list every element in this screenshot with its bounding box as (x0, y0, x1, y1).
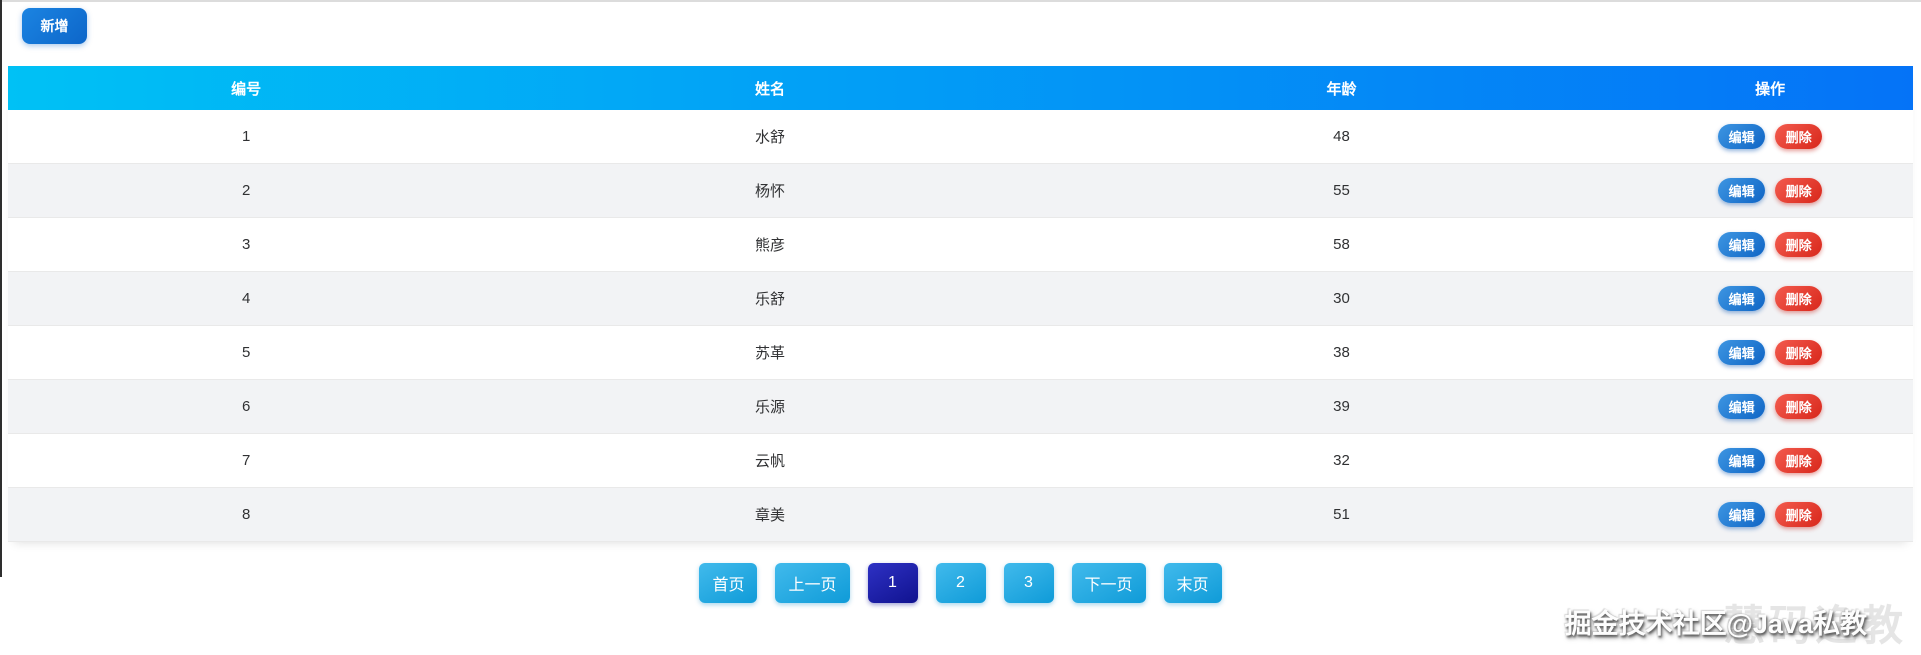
cell-name: 水舒 (754, 129, 785, 146)
table-header-row: 编号 姓名 年龄 操作 (8, 66, 1913, 110)
watermark-main-text: 掘金技术社区@Java私教 (1564, 609, 1867, 639)
delete-button[interactable]: 删除 (1775, 124, 1823, 149)
cell-operations: 编辑 删除 (1627, 502, 1913, 527)
column-header-name: 姓名 (754, 80, 785, 98)
table-row: 5 苏革 38 编辑 删除 (8, 326, 1913, 380)
delete-button[interactable]: 删除 (1775, 232, 1823, 257)
pagination-page-2[interactable]: 2 (935, 563, 986, 603)
cell-id: 5 (241, 344, 251, 361)
table-row: 2 杨怀 55 编辑 删除 (8, 164, 1913, 218)
cell-operations: 编辑 删除 (1627, 232, 1913, 257)
cell-name: 云帆 (754, 453, 785, 470)
cell-id: 1 (241, 128, 251, 145)
table-row: 1 水舒 48 编辑 删除 (8, 110, 1913, 164)
edit-button[interactable]: 编辑 (1718, 448, 1766, 473)
cell-operations: 编辑 删除 (1627, 286, 1913, 311)
delete-button[interactable]: 删除 (1775, 502, 1823, 527)
pagination-下一页[interactable]: 下一页 (1071, 563, 1146, 603)
cell-id: 3 (241, 236, 251, 253)
column-header-age: 年龄 (1326, 80, 1357, 98)
window-left-edge-line (0, 0, 2, 577)
cell-operations: 编辑 删除 (1627, 448, 1913, 473)
pagination-首页[interactable]: 首页 (699, 563, 758, 603)
pagination-page-3[interactable]: 3 (1003, 563, 1054, 603)
edit-button[interactable]: 编辑 (1718, 178, 1766, 203)
column-header-id: 编号 (231, 80, 262, 98)
edit-button[interactable]: 编辑 (1718, 394, 1766, 419)
table-row: 4 乐舒 30 编辑 删除 (8, 272, 1913, 326)
cell-age: 30 (1333, 290, 1350, 307)
edit-button[interactable]: 编辑 (1718, 340, 1766, 365)
table-body: 1 水舒 48 编辑 删除 2 杨怀 55 编辑 删除 3 熊彦 58 编辑 删除 4 乐舒 30 编辑 删除 5 苏革 3… (8, 110, 1913, 542)
add-button[interactable]: 新增 (22, 8, 87, 44)
pagination-上一页[interactable]: 上一页 (775, 563, 850, 603)
delete-button[interactable]: 删除 (1775, 340, 1823, 365)
cell-id: 2 (241, 182, 251, 199)
cell-age: 51 (1333, 506, 1350, 523)
window-top-edge-line (0, 0, 1921, 2)
cell-age: 48 (1333, 128, 1350, 145)
pagination-末页[interactable]: 末页 (1163, 563, 1222, 603)
cell-id: 6 (241, 398, 251, 415)
edit-button[interactable]: 编辑 (1718, 232, 1766, 257)
cell-age: 39 (1333, 398, 1350, 415)
edit-button[interactable]: 编辑 (1718, 124, 1766, 149)
table-row: 7 云帆 32 编辑 删除 (8, 434, 1913, 488)
table-row: 6 乐源 39 编辑 删除 (8, 380, 1913, 434)
cell-operations: 编辑 删除 (1627, 178, 1913, 203)
cell-name: 杨怀 (754, 183, 785, 200)
cell-operations: 编辑 删除 (1627, 394, 1913, 419)
cell-operations: 编辑 删除 (1627, 124, 1913, 149)
edit-button[interactable]: 编辑 (1718, 286, 1766, 311)
delete-button[interactable]: 删除 (1775, 286, 1823, 311)
data-table: 编号 姓名 年龄 操作 1 水舒 48 编辑 删除 2 杨怀 55 编辑 删除 3 熊彦 58 编辑 删除 4… (8, 66, 1913, 542)
pagination-bar: 首页 上一页 1 2 3 下一页 末页 (0, 563, 1921, 603)
cell-name: 乐舒 (754, 291, 785, 308)
table-row: 3 熊彦 58 编辑 删除 (8, 218, 1913, 272)
cell-id: 7 (241, 452, 251, 469)
cell-name: 苏革 (754, 345, 785, 362)
edit-button[interactable]: 编辑 (1718, 502, 1766, 527)
watermark: 慧码逸教 掘金技术社区@Java私教 (1427, 597, 1907, 649)
cell-name: 熊彦 (754, 237, 785, 254)
cell-operations: 编辑 删除 (1627, 340, 1913, 365)
cell-age: 55 (1333, 182, 1350, 199)
delete-button[interactable]: 删除 (1775, 178, 1823, 203)
cell-age: 58 (1333, 236, 1350, 253)
pagination-page-1[interactable]: 1 (867, 563, 918, 603)
cell-id: 4 (241, 290, 251, 307)
delete-button[interactable]: 删除 (1775, 448, 1823, 473)
cell-name: 乐源 (754, 399, 785, 416)
cell-name: 章美 (754, 507, 785, 524)
table-row: 8 章美 51 编辑 删除 (8, 488, 1913, 542)
column-header-operations: 操作 (1755, 80, 1786, 98)
cell-age: 32 (1333, 452, 1350, 469)
delete-button[interactable]: 删除 (1775, 394, 1823, 419)
cell-age: 38 (1333, 344, 1350, 361)
cell-id: 8 (241, 506, 251, 523)
